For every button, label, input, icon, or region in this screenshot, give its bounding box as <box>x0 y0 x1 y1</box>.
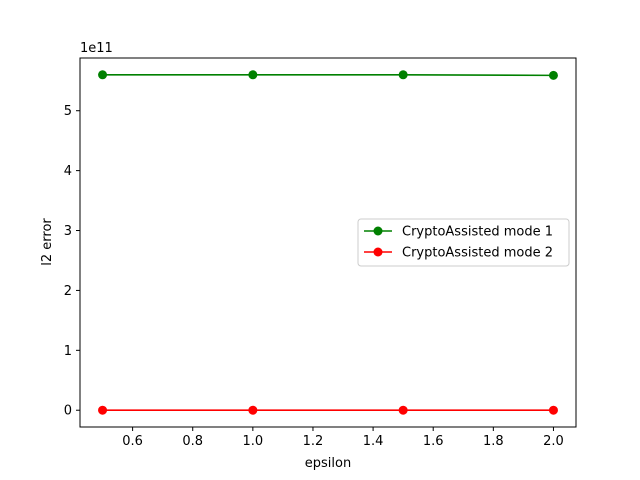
y-tick-label: 5 <box>64 104 72 119</box>
data-point <box>398 70 408 80</box>
y-axis-label: l2 error <box>40 218 55 266</box>
y-tick-label: 1 <box>64 344 72 359</box>
data-point <box>548 405 558 415</box>
data-point <box>98 70 108 80</box>
data-point <box>548 70 558 80</box>
x-tick-label: 1.0 <box>243 434 264 449</box>
series-line <box>102 73 554 77</box>
data-point <box>248 70 258 80</box>
data-point <box>98 405 108 415</box>
data-point <box>248 405 258 415</box>
data-point <box>398 405 408 415</box>
y-axis: 0 1 2 3 4 5 <box>64 104 80 419</box>
x-axis: 0.6 0.8 1.0 1.2 1.4 1.6 1.8 2.0 <box>122 427 564 449</box>
y-tick-label: 2 <box>64 284 72 299</box>
legend-marker <box>373 247 383 257</box>
x-tick-label: 1.4 <box>363 434 384 449</box>
x-tick-label: 0.8 <box>182 434 203 449</box>
x-tick-label: 1.6 <box>423 434 444 449</box>
series-layer <box>98 70 558 415</box>
legend-marker <box>373 226 383 236</box>
x-axis-label: epsilon <box>305 456 351 471</box>
plot-frame <box>79 57 577 428</box>
y-tick-label: 3 <box>64 224 72 239</box>
y-tick-label: 4 <box>64 164 72 179</box>
legend-box <box>357 218 570 267</box>
legend-label: CryptoAssisted mode 1 <box>402 225 553 240</box>
y-offset-label: 1e11 <box>80 41 113 56</box>
legend-label: CryptoAssisted mode 2 <box>402 246 553 261</box>
x-tick-label: 1.2 <box>303 434 324 449</box>
x-tick-label: 0.6 <box>122 434 143 449</box>
legend: CryptoAssisted mode 1 CryptoAssisted mode… <box>357 218 570 267</box>
x-tick-label: 1.8 <box>483 434 504 449</box>
y-tick-label: 0 <box>64 404 72 419</box>
x-tick-label: 2.0 <box>543 434 564 449</box>
